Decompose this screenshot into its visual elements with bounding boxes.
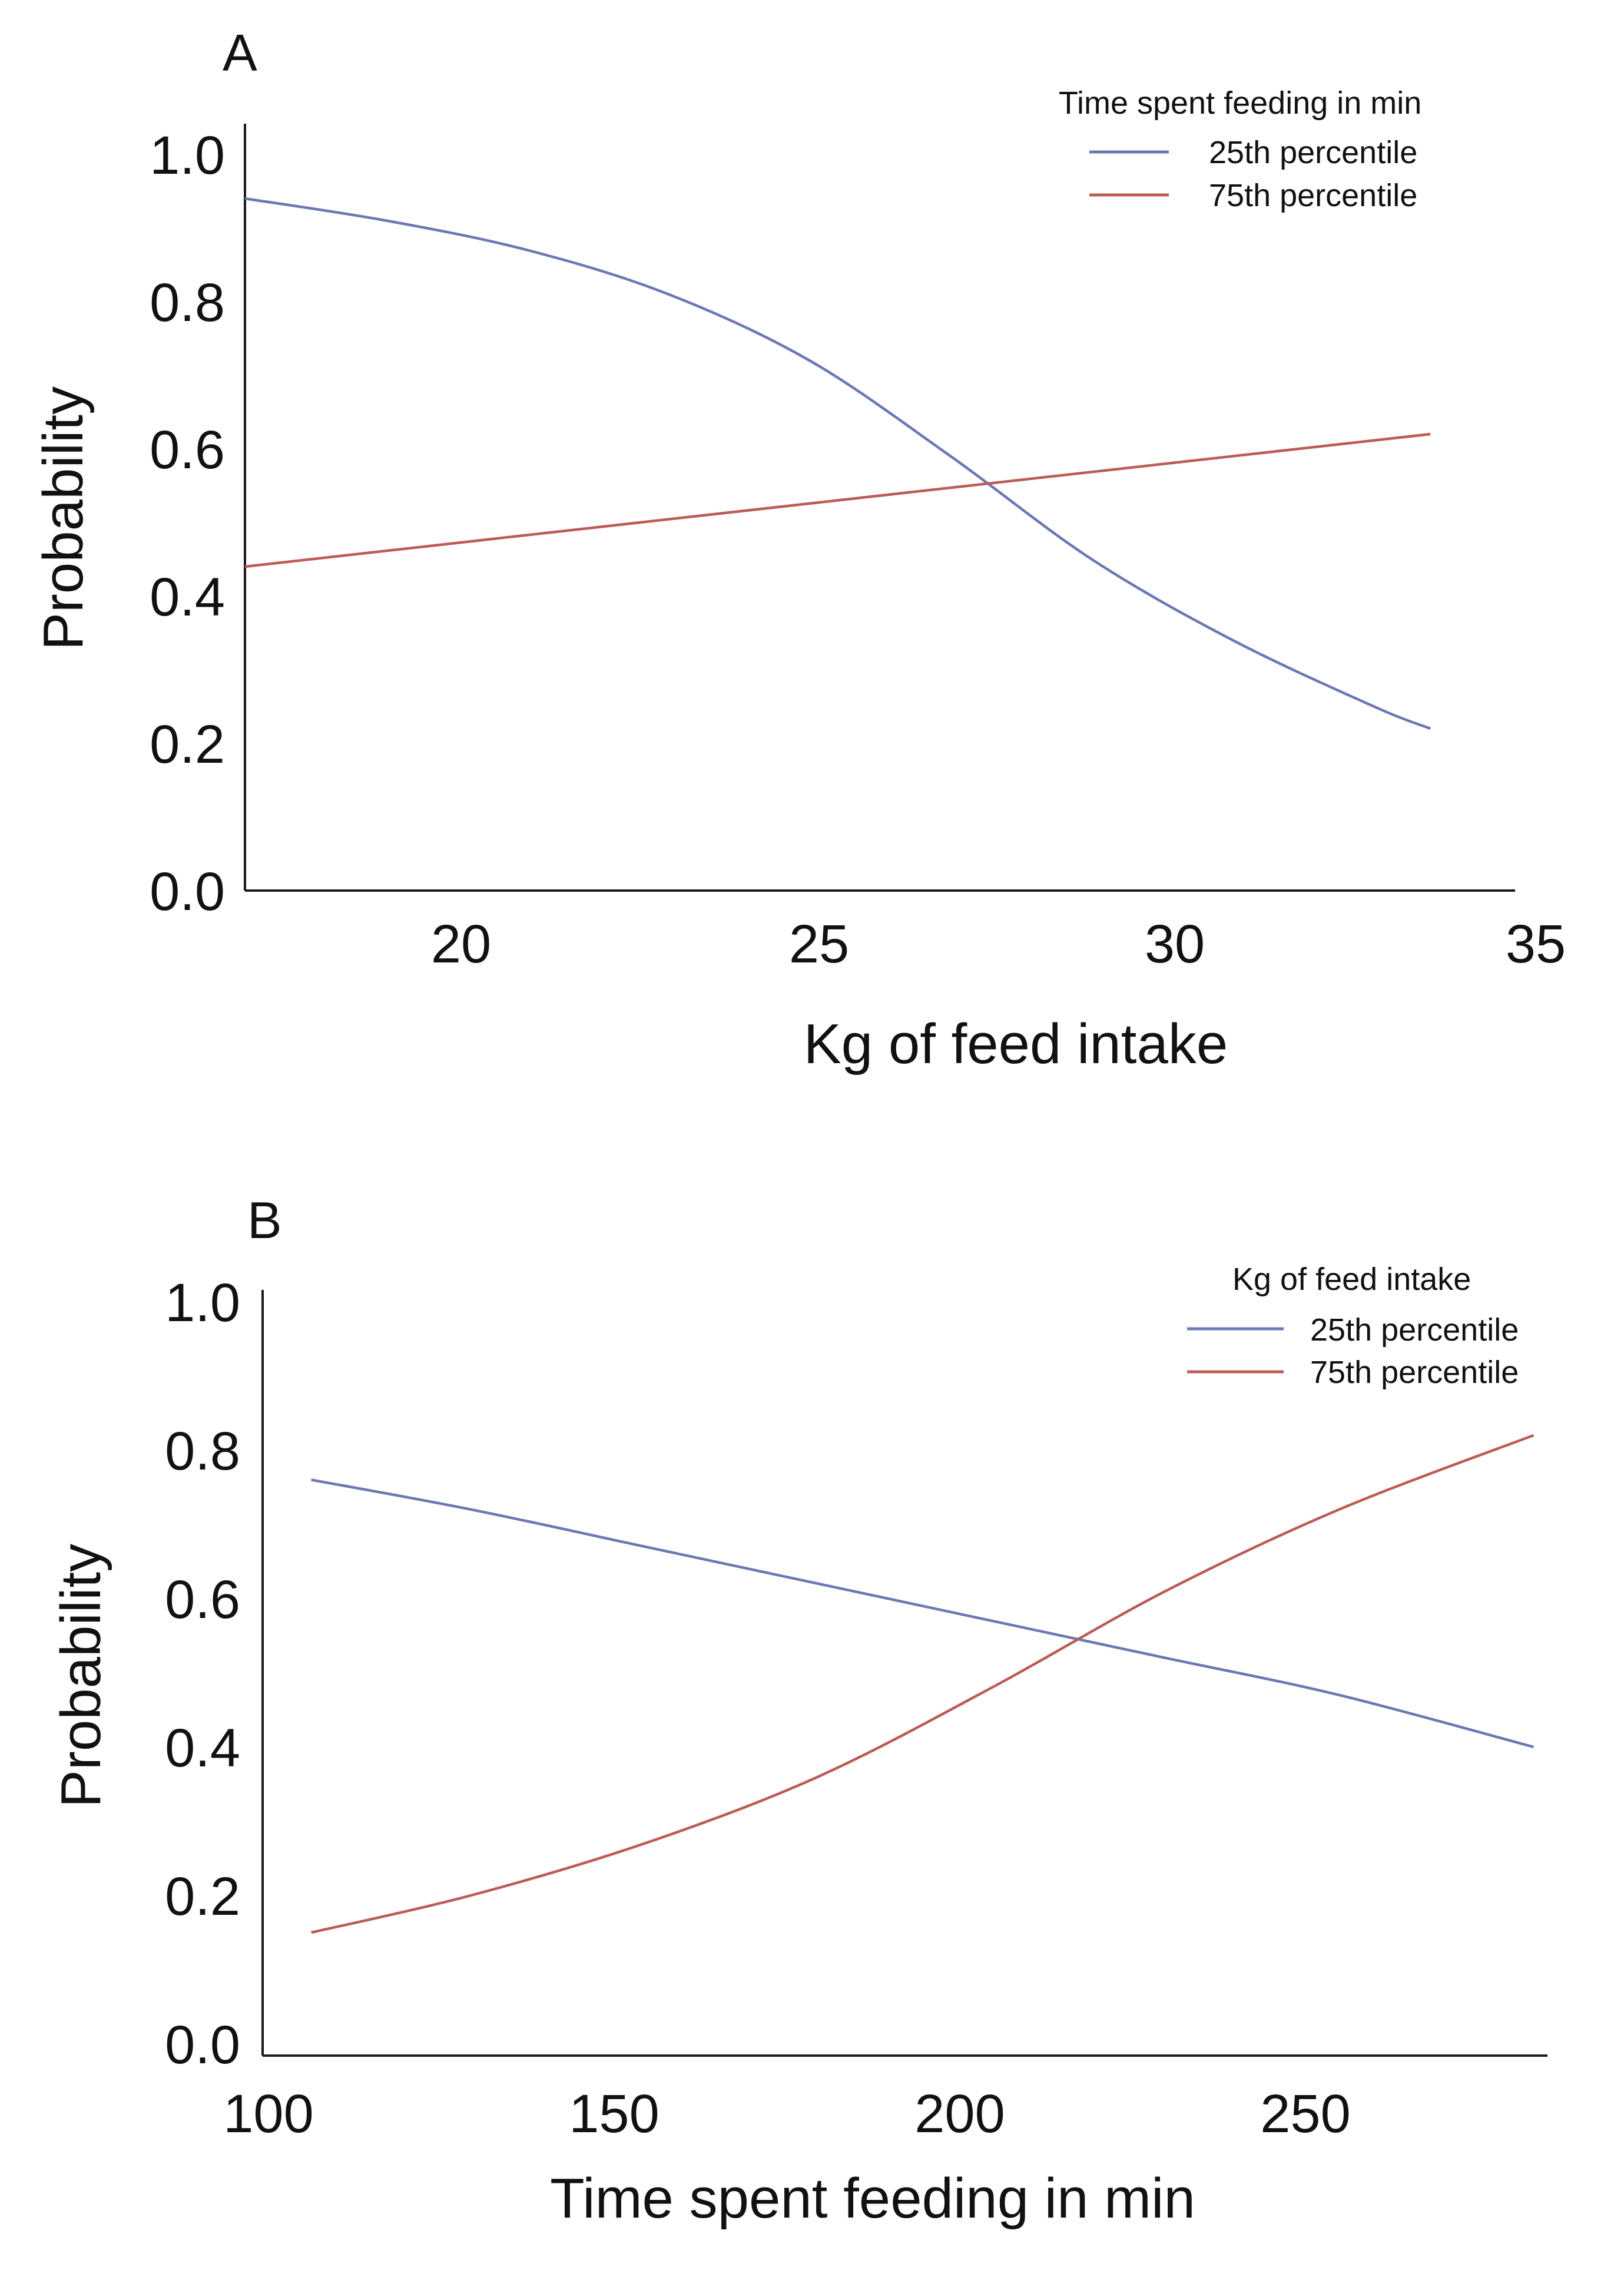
series-line-25th-percentile — [311, 1478, 1534, 1749]
panel-b-xtick-label: 200 — [914, 2084, 1005, 2144]
panel-b-x-ticks: 100 150 200 250 — [223, 2084, 1351, 2144]
panel-a-y-ticks: 0.0 0.2 0.4 0.6 0.8 1.0 — [150, 125, 225, 922]
series-line-75th-percentile — [311, 1434, 1534, 1934]
panel-b-legend-label: 25th percentile — [1310, 1312, 1519, 1348]
panel-b-ytick-label: 0.0 — [165, 2015, 240, 2075]
panel-a-ytick-label: 1.0 — [150, 125, 225, 186]
panel-b-ytick-label: 0.6 — [165, 1570, 240, 1630]
panel-b-y-axis-title: Probability — [49, 1544, 112, 1808]
panel-a-ytick-label: 0.2 — [150, 714, 225, 775]
panel-b-label: B — [247, 1191, 282, 1249]
panel-a: A 0.0 0.2 0.4 0.6 0.8 1.0 20 25 30 35 Kg… — [32, 24, 1566, 1076]
panel-a-legend: Time spent feeding in min 25th percentil… — [1059, 85, 1421, 213]
panel-a-ytick-label: 0.6 — [150, 420, 225, 480]
panel-b-x-axis-title: Time spent feeding in min — [550, 2167, 1195, 2230]
panel-b-y-ticks: 0.0 0.2 0.4 0.6 0.8 1.0 — [165, 1273, 240, 2075]
series-line-75th-percentile — [244, 432, 1431, 568]
panel-b-ytick-label: 0.2 — [165, 1867, 240, 1927]
panel-a-x-axis-title: Kg of feed intake — [804, 1012, 1228, 1076]
panel-b-xtick-label: 100 — [223, 2084, 314, 2144]
panel-a-y-axis-title: Probability — [32, 386, 95, 650]
panel-a-ytick-label: 0.4 — [150, 567, 225, 627]
panel-a-legend-title: Time spent feeding in min — [1059, 85, 1421, 121]
panel-a-legend-label: 25th percentile — [1209, 135, 1417, 170]
panel-a-ytick-label: 0.8 — [150, 273, 225, 333]
panel-a-ytick-label: 0.0 — [150, 862, 225, 922]
panel-a-xtick-label: 25 — [789, 914, 849, 974]
panel-a-label: A — [223, 24, 257, 82]
panel-a-xtick-label: 20 — [431, 914, 491, 974]
panel-b-legend: Kg of feed intake 25th percentile 75th p… — [1187, 1262, 1519, 1390]
panel-a-xtick-label: 35 — [1506, 914, 1566, 974]
panel-b-ytick-label: 0.8 — [165, 1421, 240, 1481]
panel-b-xtick-label: 250 — [1260, 2084, 1351, 2144]
panel-a-x-ticks: 20 25 30 35 — [431, 914, 1566, 974]
panel-a-plot-area — [244, 197, 1431, 730]
panel-b-ytick-label: 0.4 — [165, 1718, 240, 1778]
panel-b: B 0.0 0.2 0.4 0.6 0.8 1.0 100 150 200 25… — [49, 1191, 1547, 2230]
panel-b-legend-title: Kg of feed intake — [1232, 1262, 1471, 1297]
panel-b-xtick-label: 150 — [569, 2084, 659, 2144]
panel-a-legend-label: 75th percentile — [1209, 178, 1417, 213]
panel-a-xtick-label: 30 — [1145, 914, 1205, 974]
panel-b-legend-label: 75th percentile — [1310, 1355, 1519, 1390]
panel-b-ytick-label: 1.0 — [165, 1273, 240, 1333]
panel-b-plot-area — [311, 1434, 1534, 1934]
series-line-25th-percentile — [244, 197, 1431, 730]
